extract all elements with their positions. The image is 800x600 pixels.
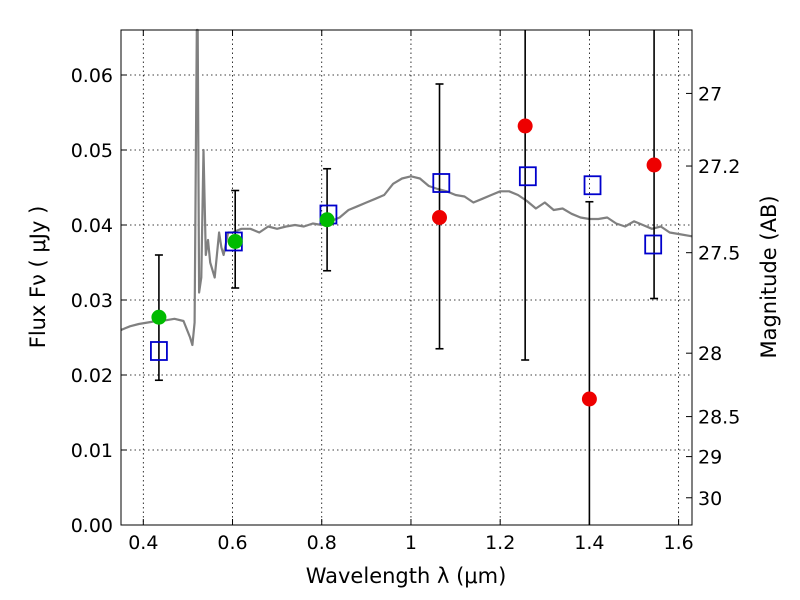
- observed-flux-point: [319, 212, 335, 228]
- observed-flux-point: [646, 157, 662, 173]
- y-axis-label: Flux Fν ( μJy ): [26, 206, 50, 349]
- tick-layer: 0.4 0.6 0.8 1 1.2 1.4 1.6 0.00 0.01 0.02 0.03 0.04 0…: [71, 30, 740, 554]
- x-tick-label: 1.6: [664, 532, 694, 554]
- observed-flux-point: [432, 210, 448, 225]
- x-tick-label: 1.4: [574, 532, 604, 554]
- observed-flux-point: [151, 309, 167, 325]
- y2-tick-label: 27.2: [698, 156, 740, 178]
- plot-frame: [120, 29, 693, 526]
- x-tick-label: 1: [405, 532, 417, 554]
- model-flux-square: [644, 234, 663, 255]
- y2-tick-label: 28: [698, 343, 722, 365]
- observed-flux-point: [581, 391, 597, 407]
- spectrum-layer: [120, 28, 693, 347]
- y2-tick-label: 28.5: [698, 407, 740, 429]
- observed-flux-point: [517, 118, 533, 134]
- y2-tick-label: 29: [698, 447, 722, 469]
- model-flux-square: [432, 173, 451, 193]
- y-tick-label: 0.05: [71, 140, 113, 162]
- model-flux-square: [583, 175, 602, 196]
- y-tick-label: 0.06: [71, 65, 113, 87]
- grid-layer: [121, 30, 692, 526]
- y2-tick-label: 27: [698, 83, 722, 105]
- model-flux-square: [518, 166, 537, 187]
- spectrum-line: [120, 28, 693, 347]
- model-flux-square: [150, 341, 168, 361]
- y-tick-label: 0.03: [71, 290, 113, 312]
- x-tick-label: 0.4: [128, 532, 158, 554]
- x-tick-label: 1.2: [485, 532, 515, 554]
- y2-axis-label: Magnitude (AB): [757, 195, 781, 358]
- observed-flux-point: [227, 234, 243, 249]
- y-tick-label: 0.04: [71, 215, 113, 237]
- x-axis-label: Wavelength λ (μm): [306, 564, 507, 588]
- y-tick-label: 0.00: [71, 515, 113, 537]
- x-tick-label: 0.8: [307, 532, 337, 554]
- y2-tick-label: 27.5: [698, 243, 740, 265]
- x-tick-label: 0.6: [217, 532, 247, 554]
- y-tick-label: 0.02: [71, 365, 113, 387]
- errorbar-layer: [154, 30, 659, 525]
- y-tick-label: 0.01: [71, 440, 113, 462]
- y2-tick-label: 30: [698, 488, 722, 510]
- marker-layer: [150, 118, 663, 407]
